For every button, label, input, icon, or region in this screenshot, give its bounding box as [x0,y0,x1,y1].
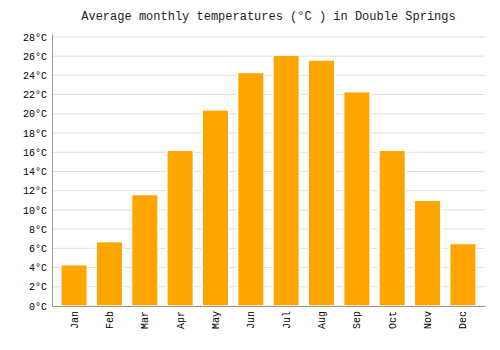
tick-label: 0°C [29,302,47,313]
grid [52,37,485,306]
tick-label: 18°C [23,129,47,140]
tick-label: 8°C [29,225,47,236]
tick: Mar [140,311,151,329]
tick: 20°C [23,109,47,120]
tick-label: Jun [246,311,257,329]
grid-line [52,132,485,133]
tick: Apr [176,311,187,329]
grid-line [52,56,485,57]
tick: Jan [70,311,81,329]
axis-line [52,35,53,307]
tick-label: Oct [388,311,399,329]
tick: Sep [352,311,363,329]
tick-label: 20°C [23,109,47,120]
grid-line [52,75,485,76]
bar [344,92,371,306]
title: Average monthly temperatures (°C ) in Do… [81,10,455,24]
grid-line [52,190,485,191]
tick-label: Dec [458,311,469,329]
tick-label: 2°C [29,282,47,293]
tick-label: Apr [176,311,187,329]
grid-line [52,113,485,114]
tick-label: 24°C [23,71,47,82]
tick: Aug [317,311,328,329]
tick: May [211,311,222,329]
tick: 18°C [23,129,47,140]
tick-label: Nov [423,311,434,329]
tick: 2°C [29,282,47,293]
bar [308,60,335,306]
tick-label: 12°C [23,186,47,197]
tick: 16°C [23,148,47,159]
bar [167,150,194,306]
tick-label: 22°C [23,90,47,101]
axis-line [53,306,486,307]
bar [450,244,477,306]
tick: 24°C [23,71,47,82]
grid-line [52,171,485,172]
tick-label: May [211,311,222,329]
tick-label: Jan [70,311,81,329]
tick: 26°C [23,52,47,63]
chart: Jan Feb Mar Apr May Jun Jul Aug Sep Oct Nov Dec 0°C 2… [0,0,500,350]
tick: Jul [282,311,293,329]
grid-line [52,36,485,37]
bar [132,195,159,306]
bar [238,72,265,306]
tick-label: Feb [105,311,116,329]
tick-label: 26°C [23,52,47,63]
tick: 8°C [29,225,47,236]
tick-label: 6°C [29,244,47,255]
bars [61,55,476,306]
tick-label: 28°C [23,33,47,44]
tick: 14°C [23,167,47,178]
tick-label: 14°C [23,167,47,178]
tick: Nov [423,311,434,329]
tick: Feb [105,311,116,329]
bar [61,265,88,306]
grid-line [52,152,485,153]
tick: Dec [458,311,469,329]
tick: Oct [388,311,399,329]
tick: 0°C [29,302,47,313]
tick: 4°C [29,263,47,274]
bar [379,150,406,306]
tick-label: Mar [140,311,151,329]
tick: 12°C [23,186,47,197]
tick-label: Sep [352,311,363,329]
bar [273,55,300,306]
tick: 28°C [23,33,47,44]
tick: 10°C [23,206,47,217]
tick: Jun [246,311,257,329]
tick-label: Aug [317,311,328,329]
grid-line [52,94,485,95]
tick-label: 10°C [23,206,47,217]
tick-label: 4°C [29,263,47,274]
tick-label: 16°C [23,148,47,159]
bar [202,110,229,306]
tick: 6°C [29,244,47,255]
tick-label: Jul [282,311,293,329]
tick: 22°C [23,90,47,101]
y-axis: 0°C 2°C 4°C 6°C 8°C 10°C 12°C 14°C 16°C 18°C 20°C 2… [23,33,53,313]
bar [96,242,123,306]
bar [414,200,441,306]
x-axis: Jan Feb Mar Apr May Jun Jul Aug Sep Oct Nov Dec [53,307,486,330]
